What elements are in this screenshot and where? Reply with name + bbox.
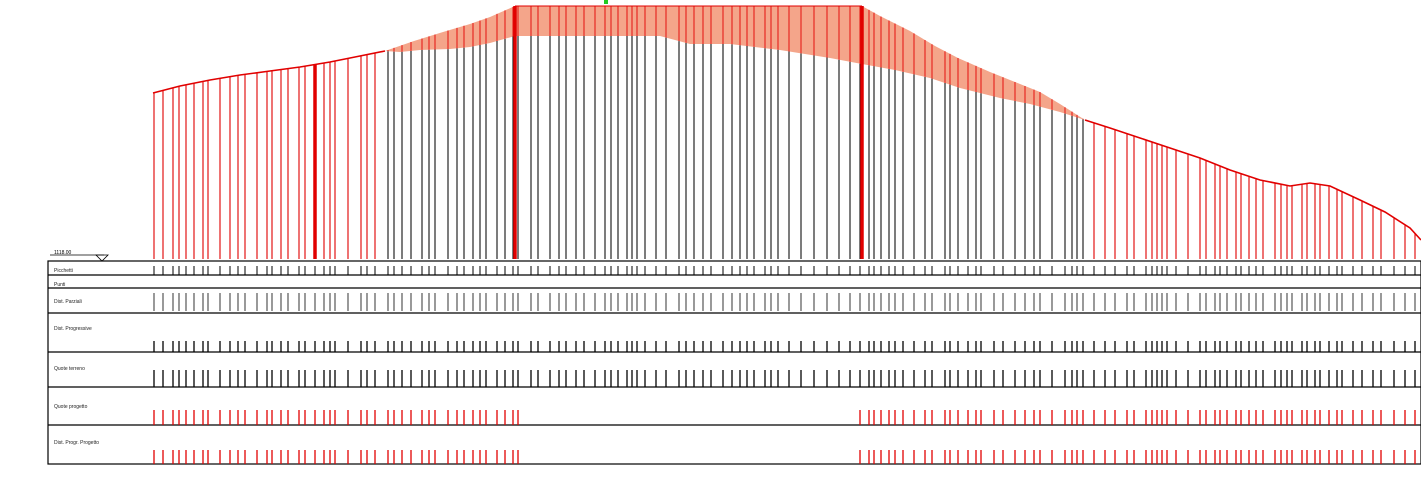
station-lines (153, 6, 1416, 259)
cut-fill-area (385, 6, 1085, 120)
datum-triangle-icon (95, 254, 109, 262)
vertex-marker (604, 0, 608, 4)
row-label-dist-parziali: Dist. Parziali (54, 299, 82, 305)
row-label-dist-progressive: Dist. Progressive (54, 326, 92, 332)
table-ticks (153, 266, 1416, 464)
datum-label: 1118.00 (54, 250, 72, 256)
ground-line-left (152, 50, 386, 94)
ground-line-right (1084, 119, 1421, 241)
row-label-quote-terreno: Quote terreno (54, 366, 85, 372)
row-label-punti: Punti (54, 282, 65, 288)
profile-table (47, 260, 1421, 465)
row-label-picchetti: Picchetti (54, 268, 73, 274)
row-label-dist-progr-progetto: Dist. Progr. Progetto (54, 440, 99, 446)
row-label-quote-progetto: Quote progetto (54, 404, 88, 410)
